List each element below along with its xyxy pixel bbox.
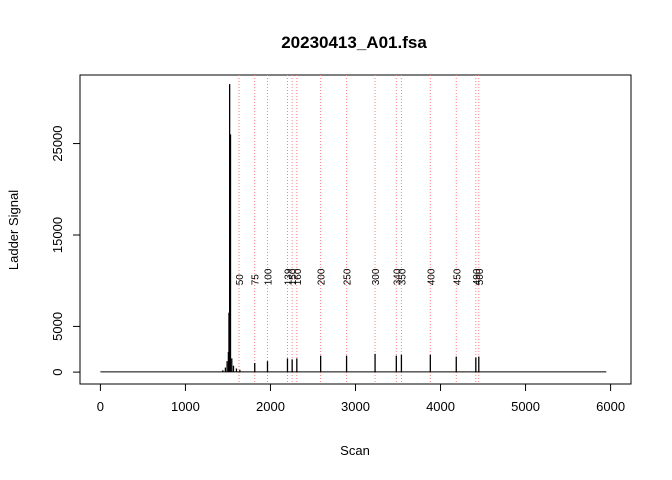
x-tick-label: 6000 xyxy=(596,399,625,414)
peak-size-label: 150 xyxy=(288,268,299,285)
x-tick-label: 2000 xyxy=(256,399,285,414)
peak-size-label: 350 xyxy=(397,268,408,285)
peak-size-label: 50 xyxy=(235,274,246,286)
x-tick-label: 3000 xyxy=(341,399,370,414)
signal-trace xyxy=(100,84,607,373)
peak-size-label: 139 xyxy=(283,268,294,285)
peak-size-label: 490 xyxy=(472,268,483,285)
peak-size-label: 200 xyxy=(317,268,328,285)
plot-frame xyxy=(79,74,632,385)
y-axis-label: Ladder Signal xyxy=(6,190,21,270)
ladder-marker-group xyxy=(238,75,480,384)
x-axis-label: Scan xyxy=(340,443,370,458)
peak-size-label: 400 xyxy=(426,268,437,285)
peak-size-label: 160 xyxy=(293,268,304,285)
peak-size-label: 340 xyxy=(392,268,403,285)
peak-size-label: 450 xyxy=(452,268,463,285)
y-tick-label: 0 xyxy=(50,368,65,375)
peak-size-label: 300 xyxy=(371,268,382,285)
x-tick-label: 0 xyxy=(97,399,104,414)
peak-size-label: 75 xyxy=(251,274,262,286)
y-tick-label: 15000 xyxy=(50,217,65,253)
y-axis: 0 5000 15000 25000 xyxy=(50,125,81,376)
peak-size-label: 500 xyxy=(475,268,486,285)
y-tick-label: 5000 xyxy=(50,312,65,341)
x-tick-label: 5000 xyxy=(511,399,540,414)
chart-title: 20230413_A01.fsa xyxy=(281,33,427,52)
y-tick-label: 25000 xyxy=(50,125,65,161)
peak-size-label: 250 xyxy=(343,268,354,285)
x-tick-label: 1000 xyxy=(171,399,200,414)
x-axis: 0 1000 2000 3000 4000 5000 6000 xyxy=(97,383,625,414)
x-tick-label: 4000 xyxy=(426,399,455,414)
peak-size-label: 100 xyxy=(263,268,274,285)
